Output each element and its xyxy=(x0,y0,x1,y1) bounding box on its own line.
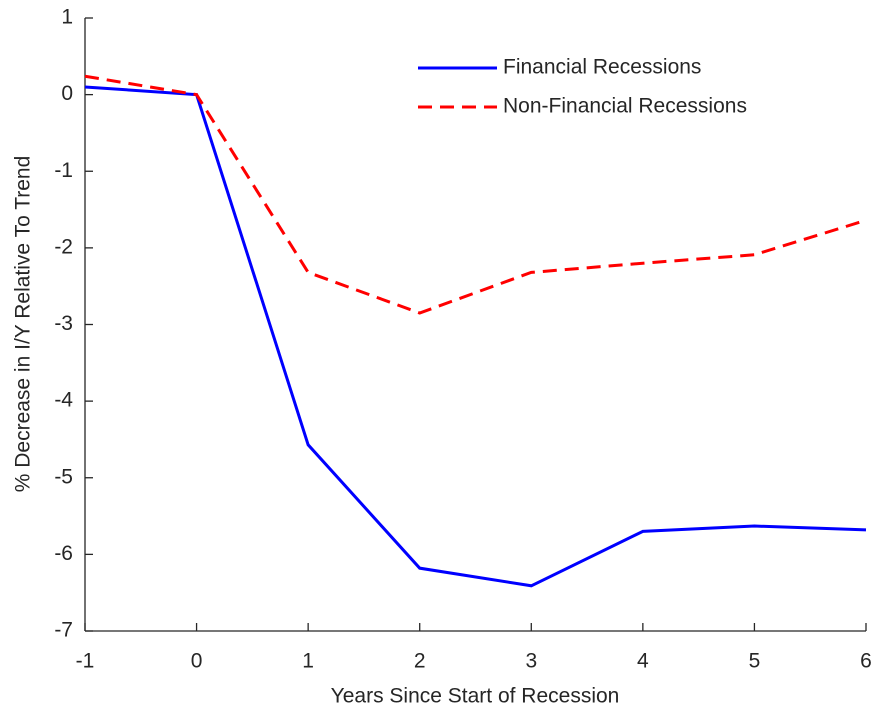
y-tick-label: -4 xyxy=(54,389,73,412)
x-tick-label: 0 xyxy=(191,650,203,673)
x-tick-label: 2 xyxy=(414,650,426,673)
legend-label: Non-Financial Recessions xyxy=(503,95,747,118)
y-tick-label: 0 xyxy=(61,82,73,105)
y-axis-label: % Decrease in I/Y Relative To Trend xyxy=(12,156,35,493)
y-tick-label: -7 xyxy=(54,619,73,642)
x-tick-label: -1 xyxy=(76,650,95,673)
y-tick-label: -6 xyxy=(54,542,73,565)
x-tick-label: 3 xyxy=(525,650,537,673)
x-tick-label: 5 xyxy=(749,650,761,673)
y-tick-label: -3 xyxy=(54,312,73,335)
y-tick-label: -2 xyxy=(54,235,73,258)
legend-label: Financial Recessions xyxy=(503,56,701,79)
x-tick-label: 4 xyxy=(637,650,649,673)
y-tick-label: 1 xyxy=(61,6,73,29)
y-tick-label: -1 xyxy=(54,159,73,182)
data-line xyxy=(84,85,867,588)
x-tick-label: 1 xyxy=(302,650,314,673)
y-tick-label: -5 xyxy=(54,465,73,488)
x-axis-label: Years Since Start of Recession xyxy=(331,685,620,708)
x-tick-label: 6 xyxy=(860,650,872,673)
